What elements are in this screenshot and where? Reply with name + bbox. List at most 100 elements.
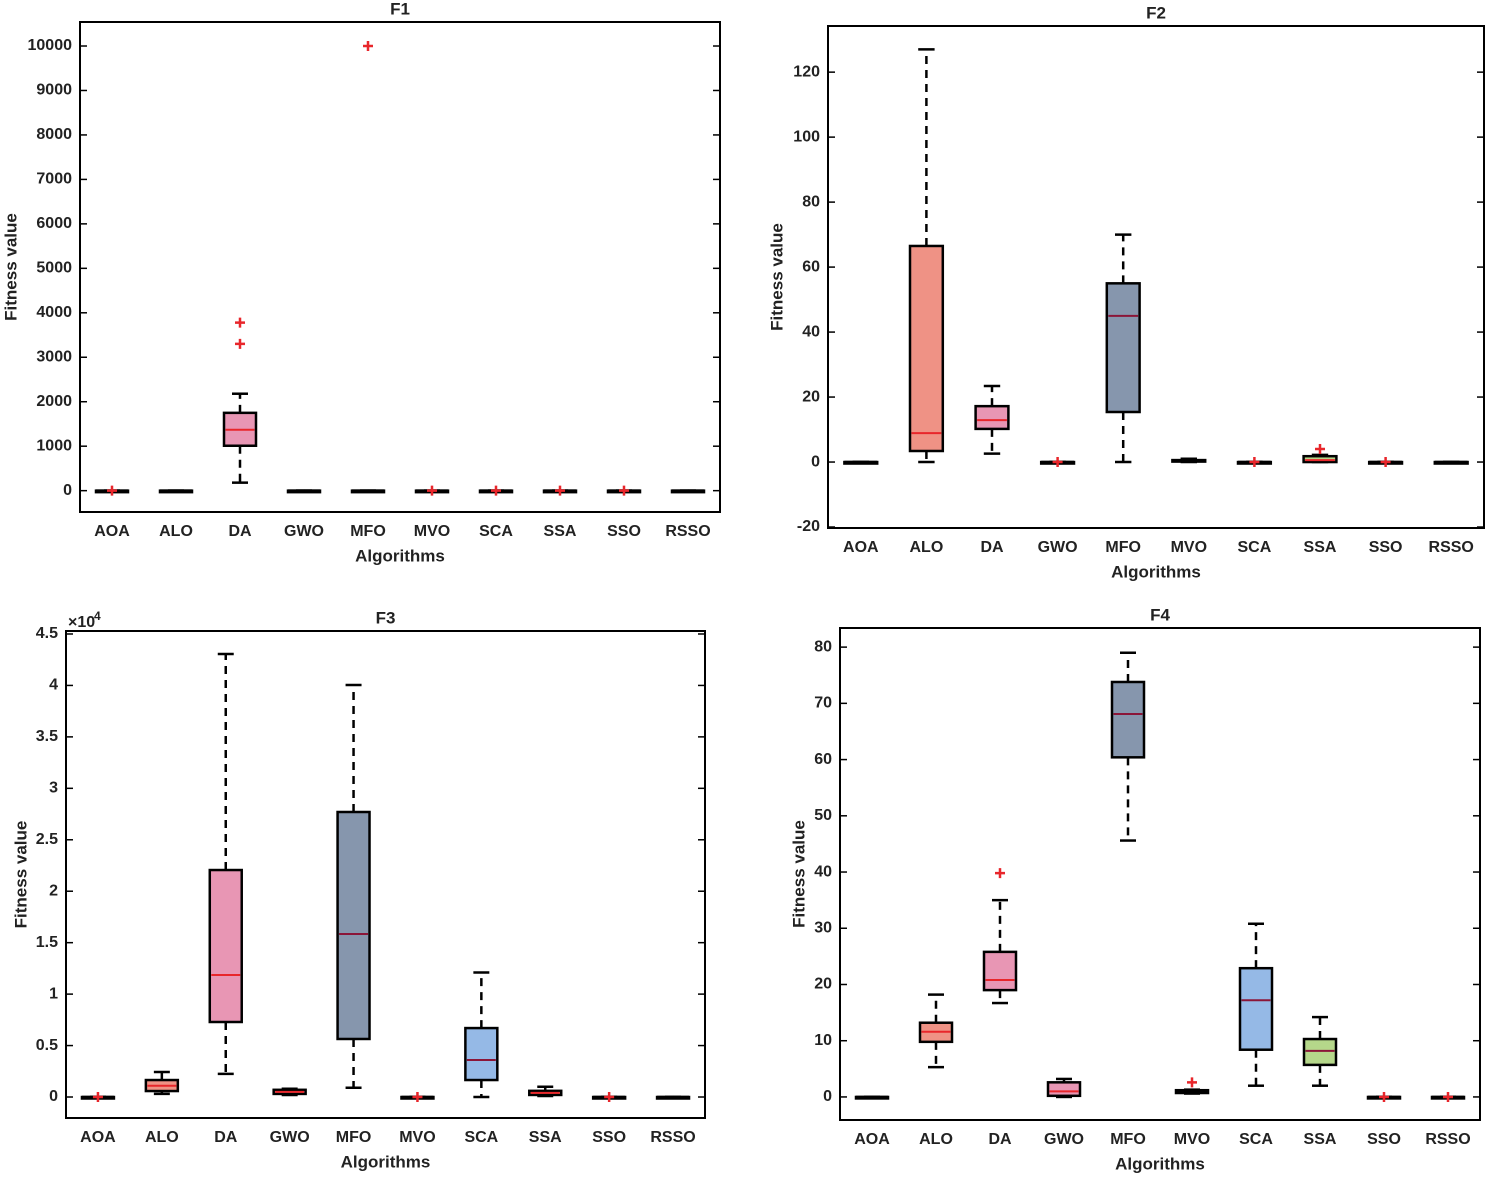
x-tick-label: MFO <box>350 523 386 540</box>
x-tick-label: DA <box>228 523 252 540</box>
x-tick-label: RSSO <box>650 1129 695 1146</box>
y-tick-label: 7000 <box>36 171 72 188</box>
x-tick-label: SSA <box>544 523 577 540</box>
y-tick-label: 1 <box>49 985 58 1002</box>
outlier <box>1187 1077 1197 1088</box>
x-tick-label: ALO <box>145 1129 179 1146</box>
y-scale-label: ×10 <box>68 614 95 631</box>
box <box>1110 680 1146 759</box>
x-tick-label: MVO <box>1171 539 1207 556</box>
y-tick-label: 20 <box>814 976 832 993</box>
x-tick-label: MFO <box>1105 539 1141 556</box>
box <box>1046 1081 1082 1098</box>
outlier <box>235 338 245 349</box>
y-tick-label: 3 <box>49 780 58 797</box>
chart-panel: F2 Algorithms Fitness value -20 0 20 40 60 80 100… <box>767 3 1485 581</box>
y-tick-label: 10 <box>814 1032 832 1049</box>
y-tick-label: 8000 <box>36 126 72 143</box>
x-tick-label: SCA <box>1238 539 1272 556</box>
chart-panel: F4 Algorithms Fitness value 0 10 20 30 40 50 60 70… <box>789 605 1481 1173</box>
x-tick-label: SCA <box>479 523 513 540</box>
x-tick-label: SSA <box>529 1129 562 1146</box>
plot-frame <box>79 21 721 513</box>
y-tick-label: 100 <box>793 128 820 145</box>
x-tick-label: MFO <box>336 1129 372 1146</box>
y-tick-label: 5000 <box>36 260 72 277</box>
x-tick-label: DA <box>980 539 1004 556</box>
plot-frame <box>65 630 706 1119</box>
outlier <box>363 41 373 52</box>
outlier <box>1379 1091 1389 1102</box>
chart-title: F1 <box>390 0 410 18</box>
outlier <box>107 485 117 496</box>
y-tick-label: 0 <box>63 482 72 499</box>
x-tick-label: GWO <box>1038 539 1078 556</box>
outlier <box>1443 1091 1453 1102</box>
box <box>982 950 1018 992</box>
x-tick-label: MVO <box>399 1129 435 1146</box>
y-tick-label: 40 <box>814 863 832 880</box>
outlier <box>995 868 1005 879</box>
chart-title: F3 <box>376 608 396 627</box>
y-tick-label: 2 <box>49 882 58 899</box>
x-tick-label: RSSO <box>665 523 710 540</box>
y-tick-label: 0.5 <box>36 1037 58 1054</box>
y-tick-label: 0 <box>49 1088 58 1105</box>
outlier <box>604 1092 615 1103</box>
x-tick-label: GWO <box>270 1129 310 1146</box>
plot-frame <box>839 627 1481 1121</box>
outlier <box>412 1092 423 1103</box>
outlier <box>1249 457 1260 468</box>
chart-panel: F1 Algorithms Fitness value 0 1000 2000 3000 40… <box>1 0 721 565</box>
x-axis-label: Algorithms <box>1111 562 1201 581</box>
x-tick-label: SSO <box>1367 1131 1401 1148</box>
x-tick-label: ALO <box>919 1131 953 1148</box>
y-tick-label: 4 <box>49 677 58 694</box>
y-tick-label: 4.5 <box>36 625 58 642</box>
box <box>1302 1037 1338 1067</box>
x-tick-label: AOA <box>843 539 879 556</box>
x-tick-label: MVO <box>414 523 450 540</box>
outlier <box>1315 444 1325 455</box>
y-axis-label: Fitness value <box>767 223 786 331</box>
y-tick-label: 40 <box>802 323 820 340</box>
outlier <box>619 485 629 496</box>
y-tick-label: 10000 <box>28 37 73 54</box>
x-tick-label: SSO <box>607 523 641 540</box>
x-tick-label: SSA <box>1304 539 1337 556</box>
y-tick-label: 80 <box>814 638 832 655</box>
y-tick-label: 60 <box>814 751 832 768</box>
x-tick-label: AOA <box>854 1131 890 1148</box>
x-tick-label: DA <box>214 1129 238 1146</box>
x-tick-label: SCA <box>464 1129 498 1146</box>
y-tick-label: 120 <box>793 63 820 80</box>
y-tick-label: -20 <box>797 518 820 535</box>
outlier <box>555 485 565 496</box>
outlier <box>491 485 501 496</box>
x-axis-label: Algorithms <box>341 1152 431 1171</box>
y-tick-label: 3.5 <box>36 728 58 745</box>
y-tick-label: 1.5 <box>36 934 58 951</box>
x-tick-label: GWO <box>284 523 324 540</box>
y-tick-label: 70 <box>814 695 832 712</box>
y-tick-label: 80 <box>802 193 820 210</box>
y-tick-label: 3000 <box>36 348 72 365</box>
outlier <box>1380 457 1391 468</box>
outlier <box>1052 457 1063 468</box>
x-tick-label: DA <box>988 1131 1012 1148</box>
x-tick-label: SSO <box>592 1129 626 1146</box>
x-tick-label: SSA <box>1304 1131 1337 1148</box>
y-tick-label: 20 <box>802 388 820 405</box>
x-tick-label: MVO <box>1174 1131 1210 1148</box>
box <box>464 1026 499 1082</box>
y-axis-label: Fitness value <box>11 821 30 929</box>
x-tick-label: RSSO <box>1425 1131 1470 1148</box>
x-tick-label: ALO <box>159 523 193 540</box>
x-axis-label: Algorithms <box>1115 1154 1205 1173</box>
y-scale-exponent: 4 <box>94 609 101 623</box>
y-tick-label: 4000 <box>36 304 72 321</box>
box <box>1105 282 1141 414</box>
outlier <box>92 1092 103 1103</box>
y-tick-label: 2000 <box>36 393 72 410</box>
